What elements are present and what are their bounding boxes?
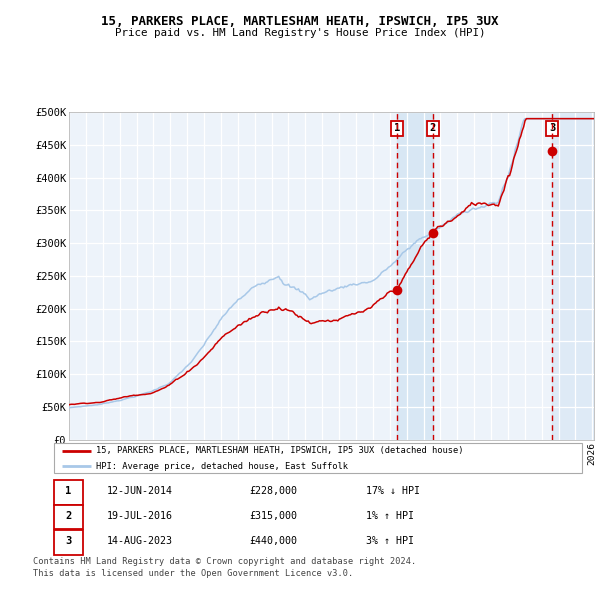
Text: This data is licensed under the Open Government Licence v3.0.: This data is licensed under the Open Gov…: [33, 569, 353, 578]
Text: £228,000: £228,000: [250, 486, 298, 496]
Text: 14-AUG-2023: 14-AUG-2023: [107, 536, 173, 546]
Text: HPI: Average price, detached house, East Suffolk: HPI: Average price, detached house, East…: [96, 462, 348, 471]
Text: 2: 2: [65, 511, 71, 521]
Text: 12-JUN-2014: 12-JUN-2014: [107, 486, 173, 496]
Text: £440,000: £440,000: [250, 536, 298, 546]
Text: 2: 2: [430, 123, 436, 133]
Text: Price paid vs. HM Land Registry's House Price Index (HPI): Price paid vs. HM Land Registry's House …: [115, 28, 485, 38]
Text: 19-JUL-2016: 19-JUL-2016: [107, 511, 173, 521]
Text: 3: 3: [65, 536, 71, 546]
Text: 3% ↑ HPI: 3% ↑ HPI: [365, 536, 413, 546]
Bar: [552, 112, 594, 440]
FancyBboxPatch shape: [54, 530, 83, 555]
FancyBboxPatch shape: [54, 442, 582, 473]
Text: £315,000: £315,000: [250, 511, 298, 521]
Text: 1% ↑ HPI: 1% ↑ HPI: [365, 511, 413, 521]
FancyBboxPatch shape: [54, 480, 83, 504]
Text: 17% ↓ HPI: 17% ↓ HPI: [365, 486, 419, 496]
Text: 1: 1: [65, 486, 71, 496]
Text: 15, PARKERS PLACE, MARTLESHAM HEATH, IPSWICH, IP5 3UX: 15, PARKERS PLACE, MARTLESHAM HEATH, IPS…: [101, 15, 499, 28]
Bar: [397, 112, 433, 440]
Text: 15, PARKERS PLACE, MARTLESHAM HEATH, IPSWICH, IP5 3UX (detached house): 15, PARKERS PLACE, MARTLESHAM HEATH, IPS…: [96, 446, 464, 455]
Text: Contains HM Land Registry data © Crown copyright and database right 2024.: Contains HM Land Registry data © Crown c…: [33, 557, 416, 566]
Text: 1: 1: [394, 123, 400, 133]
FancyBboxPatch shape: [54, 504, 83, 529]
Text: 3: 3: [549, 123, 555, 133]
Bar: [552, 112, 594, 440]
